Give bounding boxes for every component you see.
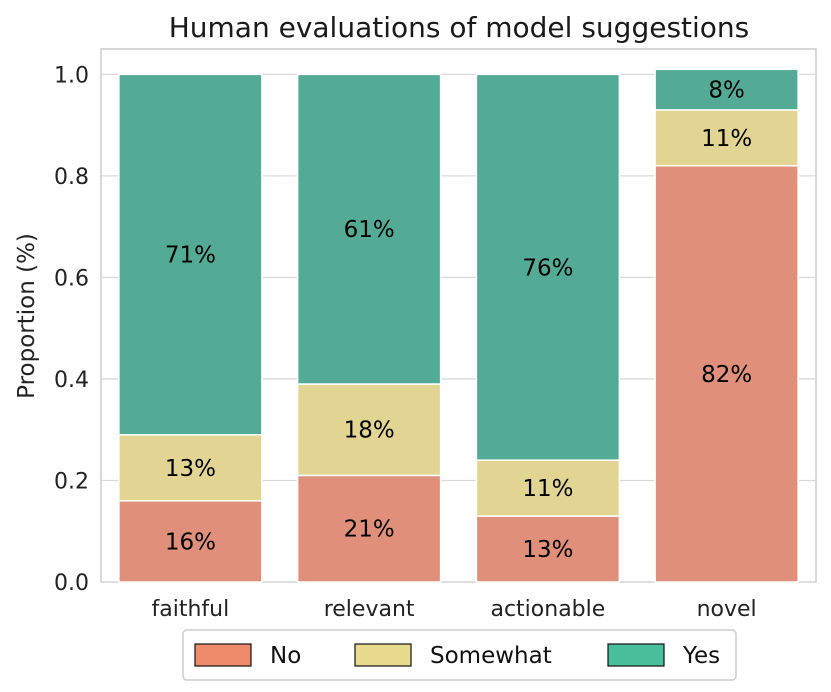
y-tick-label: 0.0 (54, 571, 89, 596)
legend-swatch-somewhat (354, 643, 412, 667)
x-tick-label-actionable: actionable (490, 597, 605, 622)
legend: No Somewhat Yes (182, 629, 737, 681)
y-tick-label: 1.0 (54, 63, 89, 88)
bar-segment-no-novel (654, 165, 799, 583)
legend-label-yes: Yes (682, 643, 720, 669)
bar-segment-somewhat-relevant (296, 383, 442, 477)
legend-label-no: No (270, 643, 301, 669)
legend-frame (182, 629, 737, 681)
bar-label-no-faithful: 16% (165, 529, 216, 555)
bar-value-labels: 16% 13% 71% 21% 18% 61% 13% 11% 76% 82% 11% 8% (165, 78, 752, 563)
bar-label-yes-relevant: 61% (344, 217, 395, 243)
x-tick-label-relevant: relevant (324, 597, 415, 622)
chart-title: Human evaluations of model suggestions (169, 11, 750, 44)
x-tick-label-novel: novel (697, 597, 757, 622)
bar-segment-somewhat-actionable (475, 459, 621, 517)
bar-segment-no-faithful (118, 500, 263, 583)
bar-label-yes-novel: 8% (708, 78, 745, 104)
y-tick-label: 0.2 (54, 469, 89, 494)
bar-segment-somewhat-faithful (118, 434, 263, 502)
bar-label-no-actionable: 13% (522, 537, 573, 563)
y-tick-label: 0.8 (54, 165, 89, 190)
bar-label-no-novel: 82% (701, 362, 752, 388)
bar-label-somewhat-relevant: 18% (344, 418, 395, 444)
bar-segment-no-relevant (296, 474, 442, 583)
bars (118, 68, 799, 583)
legend-swatch-no (194, 643, 252, 667)
bar-segment-yes-relevant (296, 73, 442, 385)
y-tick-labels: 0.0 0.2 0.4 0.6 0.8 1.0 (54, 63, 89, 596)
bar-segment-yes-actionable (475, 73, 621, 461)
bar-segment-no-actionable (475, 515, 621, 583)
x-tick-labels: faithful relevant actionable novel (152, 597, 757, 622)
bar-label-yes-actionable: 76% (522, 255, 573, 281)
bar-segment-yes-novel (654, 68, 799, 111)
legend-swatch-yes (607, 643, 665, 667)
y-tick-label: 0.6 (54, 266, 89, 291)
legend-label-somewhat: Somewhat (430, 643, 552, 669)
bar-label-somewhat-novel: 11% (701, 126, 752, 152)
y-axis-label: Proportion (%) (14, 233, 40, 399)
y-tick-label: 0.4 (54, 368, 89, 393)
bar-segment-yes-faithful (118, 73, 263, 436)
bar-label-no-relevant: 21% (344, 517, 395, 543)
x-tick-label-faithful: faithful (152, 597, 230, 622)
bar-label-somewhat-actionable: 11% (522, 476, 573, 502)
bar-label-somewhat-faithful: 13% (165, 456, 216, 482)
bar-label-yes-faithful: 71% (165, 243, 216, 269)
